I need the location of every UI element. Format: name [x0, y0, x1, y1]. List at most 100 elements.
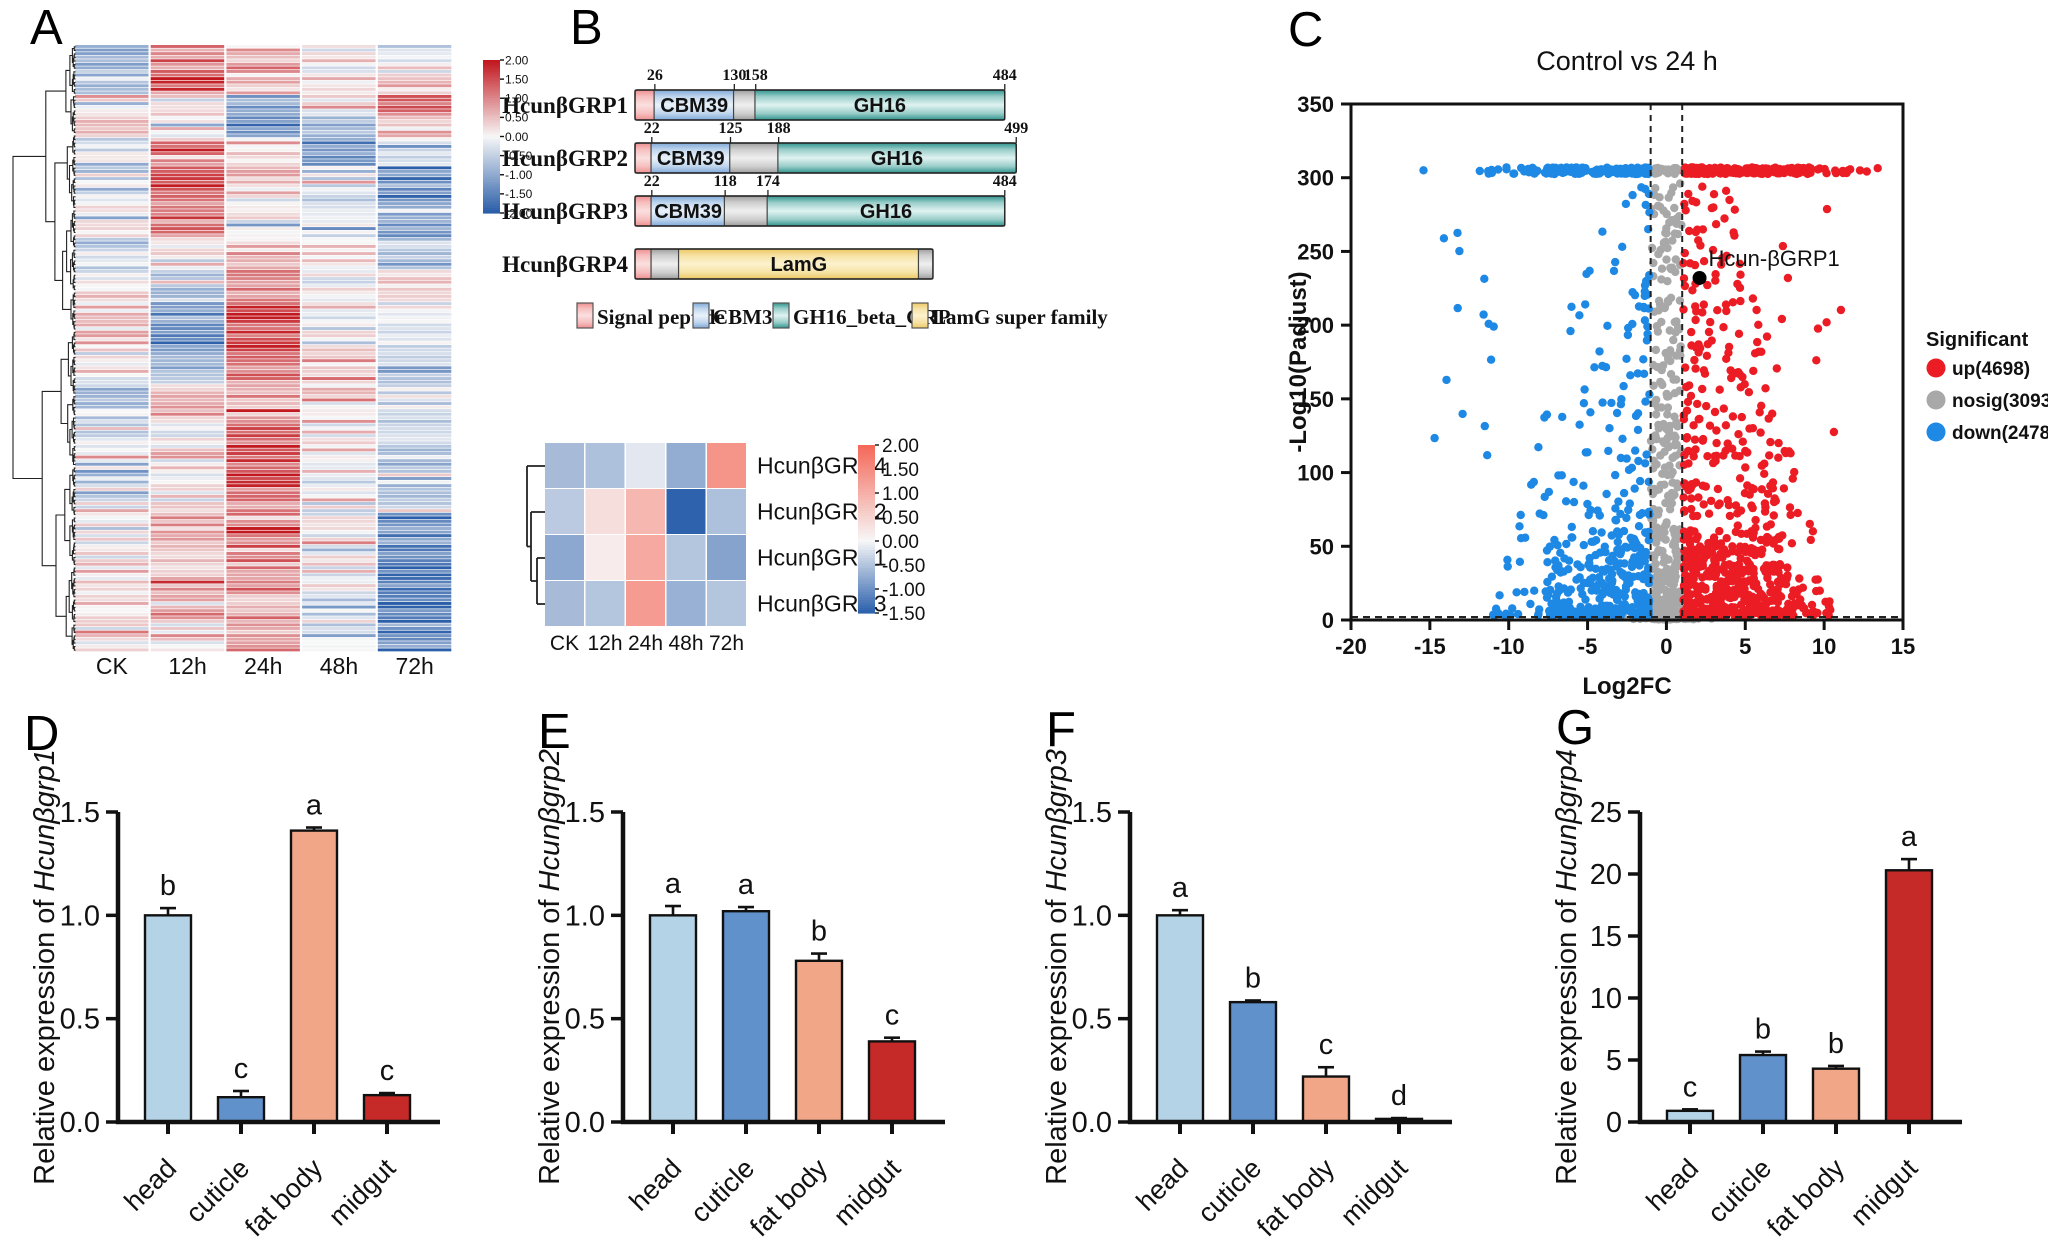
category-label-midgut: midgut	[828, 1153, 907, 1232]
panel-a-heatmap: CK 12h 24h 48h 72h 2.00 1.50 1.00 0.50 0.00 -0.50 -…	[12, 45, 533, 679]
svg-text:100: 100	[1297, 461, 1334, 486]
category-label-fat-body: fat body	[1761, 1153, 1850, 1242]
bar-head	[648, 914, 698, 1124]
svg-text:125: 125	[719, 120, 743, 137]
y-axis-label: Relative expression of Hcunβgrp1	[29, 749, 61, 1185]
svg-text:CBM39: CBM39	[660, 95, 728, 117]
svg-text:0.50: 0.50	[505, 111, 529, 125]
bar-fat-body	[289, 829, 339, 1124]
col-label-24h: 24h	[244, 653, 282, 679]
svg-text:b: b	[811, 916, 827, 948]
svg-text:-10: -10	[1493, 634, 1525, 659]
svg-text:174: 174	[756, 173, 780, 190]
svg-text:48h: 48h	[668, 632, 703, 655]
bar-cuticle	[216, 1095, 266, 1124]
svg-text:Significant: Significant	[1926, 329, 2029, 351]
svg-text:350: 350	[1297, 92, 1334, 117]
svg-text:25: 25	[1590, 797, 1622, 829]
legend-entry-down: down(2478)	[1952, 423, 2048, 444]
protein-row-4: HcunβGRP4 LamG	[502, 248, 934, 280]
points-down	[1419, 163, 1654, 621]
svg-text:20: 20	[1590, 859, 1622, 891]
svg-text:1.0: 1.0	[565, 900, 605, 932]
svg-text:LamG: LamG	[771, 254, 828, 276]
svg-text:0.0: 0.0	[60, 1107, 100, 1139]
svg-text:0.5: 0.5	[1072, 1004, 1112, 1036]
svg-text:a: a	[1901, 821, 1918, 853]
svg-text:0: 0	[1660, 634, 1672, 659]
svg-text:a: a	[665, 868, 682, 900]
svg-text:b: b	[1245, 962, 1261, 994]
svg-text:72h: 72h	[709, 632, 744, 655]
svg-text:-0.50: -0.50	[505, 149, 533, 163]
svg-text:1.5: 1.5	[1072, 797, 1112, 829]
svg-text:b: b	[1828, 1028, 1844, 1060]
svg-text:0.5: 0.5	[60, 1004, 100, 1036]
svg-text:0.0: 0.0	[1072, 1107, 1112, 1139]
small-colorbar: 2.00 1.50 1.00 0.50 0.00 -0.50 -1.00 -1.50	[858, 436, 925, 625]
svg-text:1.5: 1.5	[60, 797, 100, 829]
col-label-72h: 72h	[395, 653, 433, 679]
svg-text:c: c	[1683, 1071, 1698, 1103]
bar-cuticle	[721, 910, 771, 1124]
category-label-head: head	[624, 1153, 688, 1217]
bar-midgut	[867, 1040, 917, 1124]
svg-text:300: 300	[1297, 166, 1334, 191]
svg-text:a: a	[1172, 872, 1189, 904]
svg-text:0: 0	[1322, 608, 1334, 633]
bar-head	[143, 914, 193, 1124]
col-label-CK: CK	[96, 653, 129, 679]
legend-label-cbm39: CBM39	[713, 305, 783, 329]
category-label-fat-body: fat body	[239, 1153, 328, 1242]
protein-name: HcunβGRP2	[502, 146, 628, 171]
category-label-fat-body: fat body	[744, 1153, 833, 1242]
col-label-12h: 12h	[168, 653, 206, 679]
svg-text:118: 118	[714, 173, 737, 190]
svg-text:499: 499	[1004, 120, 1028, 137]
svg-text:CBM39: CBM39	[654, 201, 722, 223]
labeled-point-label: Hcun-βGRP1	[1709, 246, 1840, 271]
panel-label-e: E	[538, 705, 571, 759]
col-label-48h: 48h	[320, 653, 358, 679]
svg-text:-1.50: -1.50	[505, 187, 533, 201]
bar-midgut	[362, 1093, 412, 1124]
svg-text:1.0: 1.0	[1072, 900, 1112, 932]
panel-label-a: A	[30, 1, 63, 55]
panel-label-f: F	[1046, 703, 1076, 757]
svg-text:1.00: 1.00	[505, 92, 529, 106]
svg-text:-2.00: -2.00	[505, 206, 533, 220]
svg-text:0.00: 0.00	[505, 130, 529, 144]
heatmap-cells	[75, 45, 452, 652]
svg-text:c: c	[1319, 1029, 1334, 1061]
svg-text:12h: 12h	[587, 632, 622, 655]
svg-text:200: 200	[1297, 313, 1334, 338]
svg-text:-15: -15	[1414, 634, 1446, 659]
panel-label-b: B	[570, 1, 603, 55]
svg-text:2.00: 2.00	[505, 53, 529, 67]
svg-text:5: 5	[1739, 634, 1751, 659]
category-label-head: head	[1641, 1153, 1705, 1217]
svg-text:15: 15	[1891, 634, 1915, 659]
svg-text:0.00: 0.00	[882, 532, 919, 553]
svg-text:-5: -5	[1578, 634, 1598, 659]
y-axis-label: Relative expression of Hcunβgrp2	[534, 749, 566, 1185]
panel-label-g: G	[1556, 701, 1595, 755]
points-nosig	[1618, 163, 1719, 624]
svg-text:c: c	[885, 1000, 900, 1032]
svg-text:484: 484	[993, 173, 1017, 190]
svg-text:a: a	[306, 790, 323, 822]
svg-text:CK: CK	[550, 632, 579, 655]
bar-fat-body	[794, 959, 844, 1124]
svg-text:26: 26	[647, 67, 663, 84]
svg-text:24h: 24h	[628, 632, 663, 655]
svg-text:484: 484	[993, 67, 1017, 84]
svg-text:10: 10	[1812, 634, 1836, 659]
bar-fat-body	[1301, 1075, 1351, 1124]
svg-text:2.00: 2.00	[882, 436, 919, 457]
volcano-title: Control vs 24 h	[1536, 46, 1718, 76]
